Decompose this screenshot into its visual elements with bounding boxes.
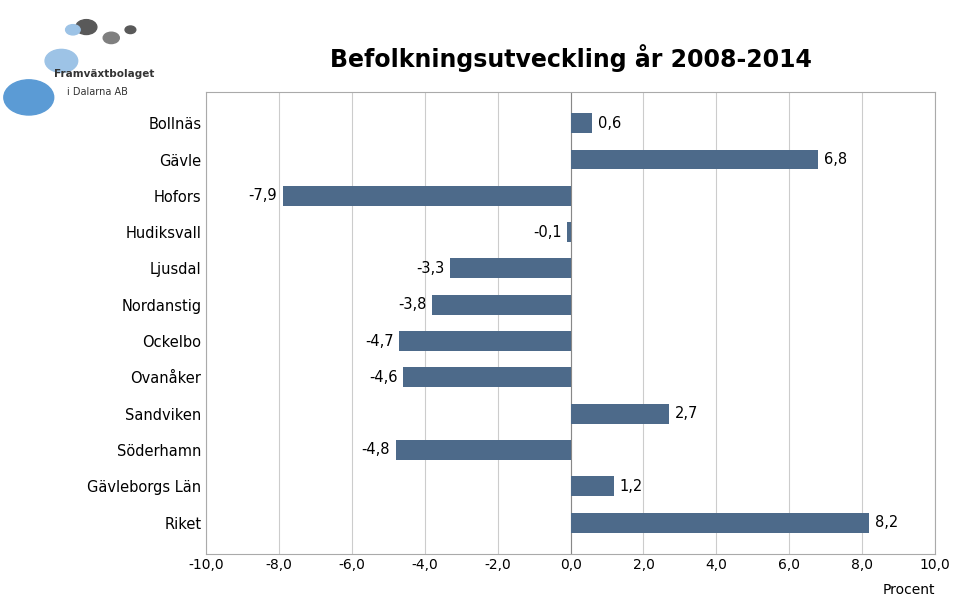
Text: -4,6: -4,6 xyxy=(369,370,397,385)
Title: Befolkningsutveckling år 2008-2014: Befolkningsutveckling år 2008-2014 xyxy=(330,44,811,72)
Bar xyxy=(571,476,615,496)
Text: 6,8: 6,8 xyxy=(824,152,847,167)
Bar xyxy=(403,367,571,387)
Text: Procent: Procent xyxy=(882,582,935,597)
Bar xyxy=(571,512,870,533)
Text: -3,3: -3,3 xyxy=(416,261,445,276)
Circle shape xyxy=(4,80,54,115)
Bar xyxy=(567,222,571,242)
Bar xyxy=(571,113,593,133)
Circle shape xyxy=(45,49,78,73)
Text: -4,7: -4,7 xyxy=(365,333,394,349)
Circle shape xyxy=(76,20,97,34)
Text: 1,2: 1,2 xyxy=(620,478,643,494)
Bar xyxy=(451,258,571,279)
Text: -0,1: -0,1 xyxy=(533,224,562,240)
Bar xyxy=(396,440,571,460)
Text: -7,9: -7,9 xyxy=(248,188,277,204)
Bar xyxy=(571,403,669,424)
Bar xyxy=(571,149,818,170)
Text: -3,8: -3,8 xyxy=(398,297,427,312)
Bar xyxy=(283,186,571,206)
Circle shape xyxy=(65,25,81,35)
Text: i Dalarna AB: i Dalarna AB xyxy=(67,87,128,97)
Text: 8,2: 8,2 xyxy=(875,515,899,530)
Text: Framväxtbolaget: Framväxtbolaget xyxy=(54,69,154,79)
Text: 2,7: 2,7 xyxy=(674,406,698,421)
Bar xyxy=(399,331,571,351)
Text: 0,6: 0,6 xyxy=(598,116,621,131)
Circle shape xyxy=(104,32,119,44)
Bar xyxy=(433,295,571,315)
Circle shape xyxy=(125,26,136,34)
Text: -4,8: -4,8 xyxy=(362,442,390,458)
